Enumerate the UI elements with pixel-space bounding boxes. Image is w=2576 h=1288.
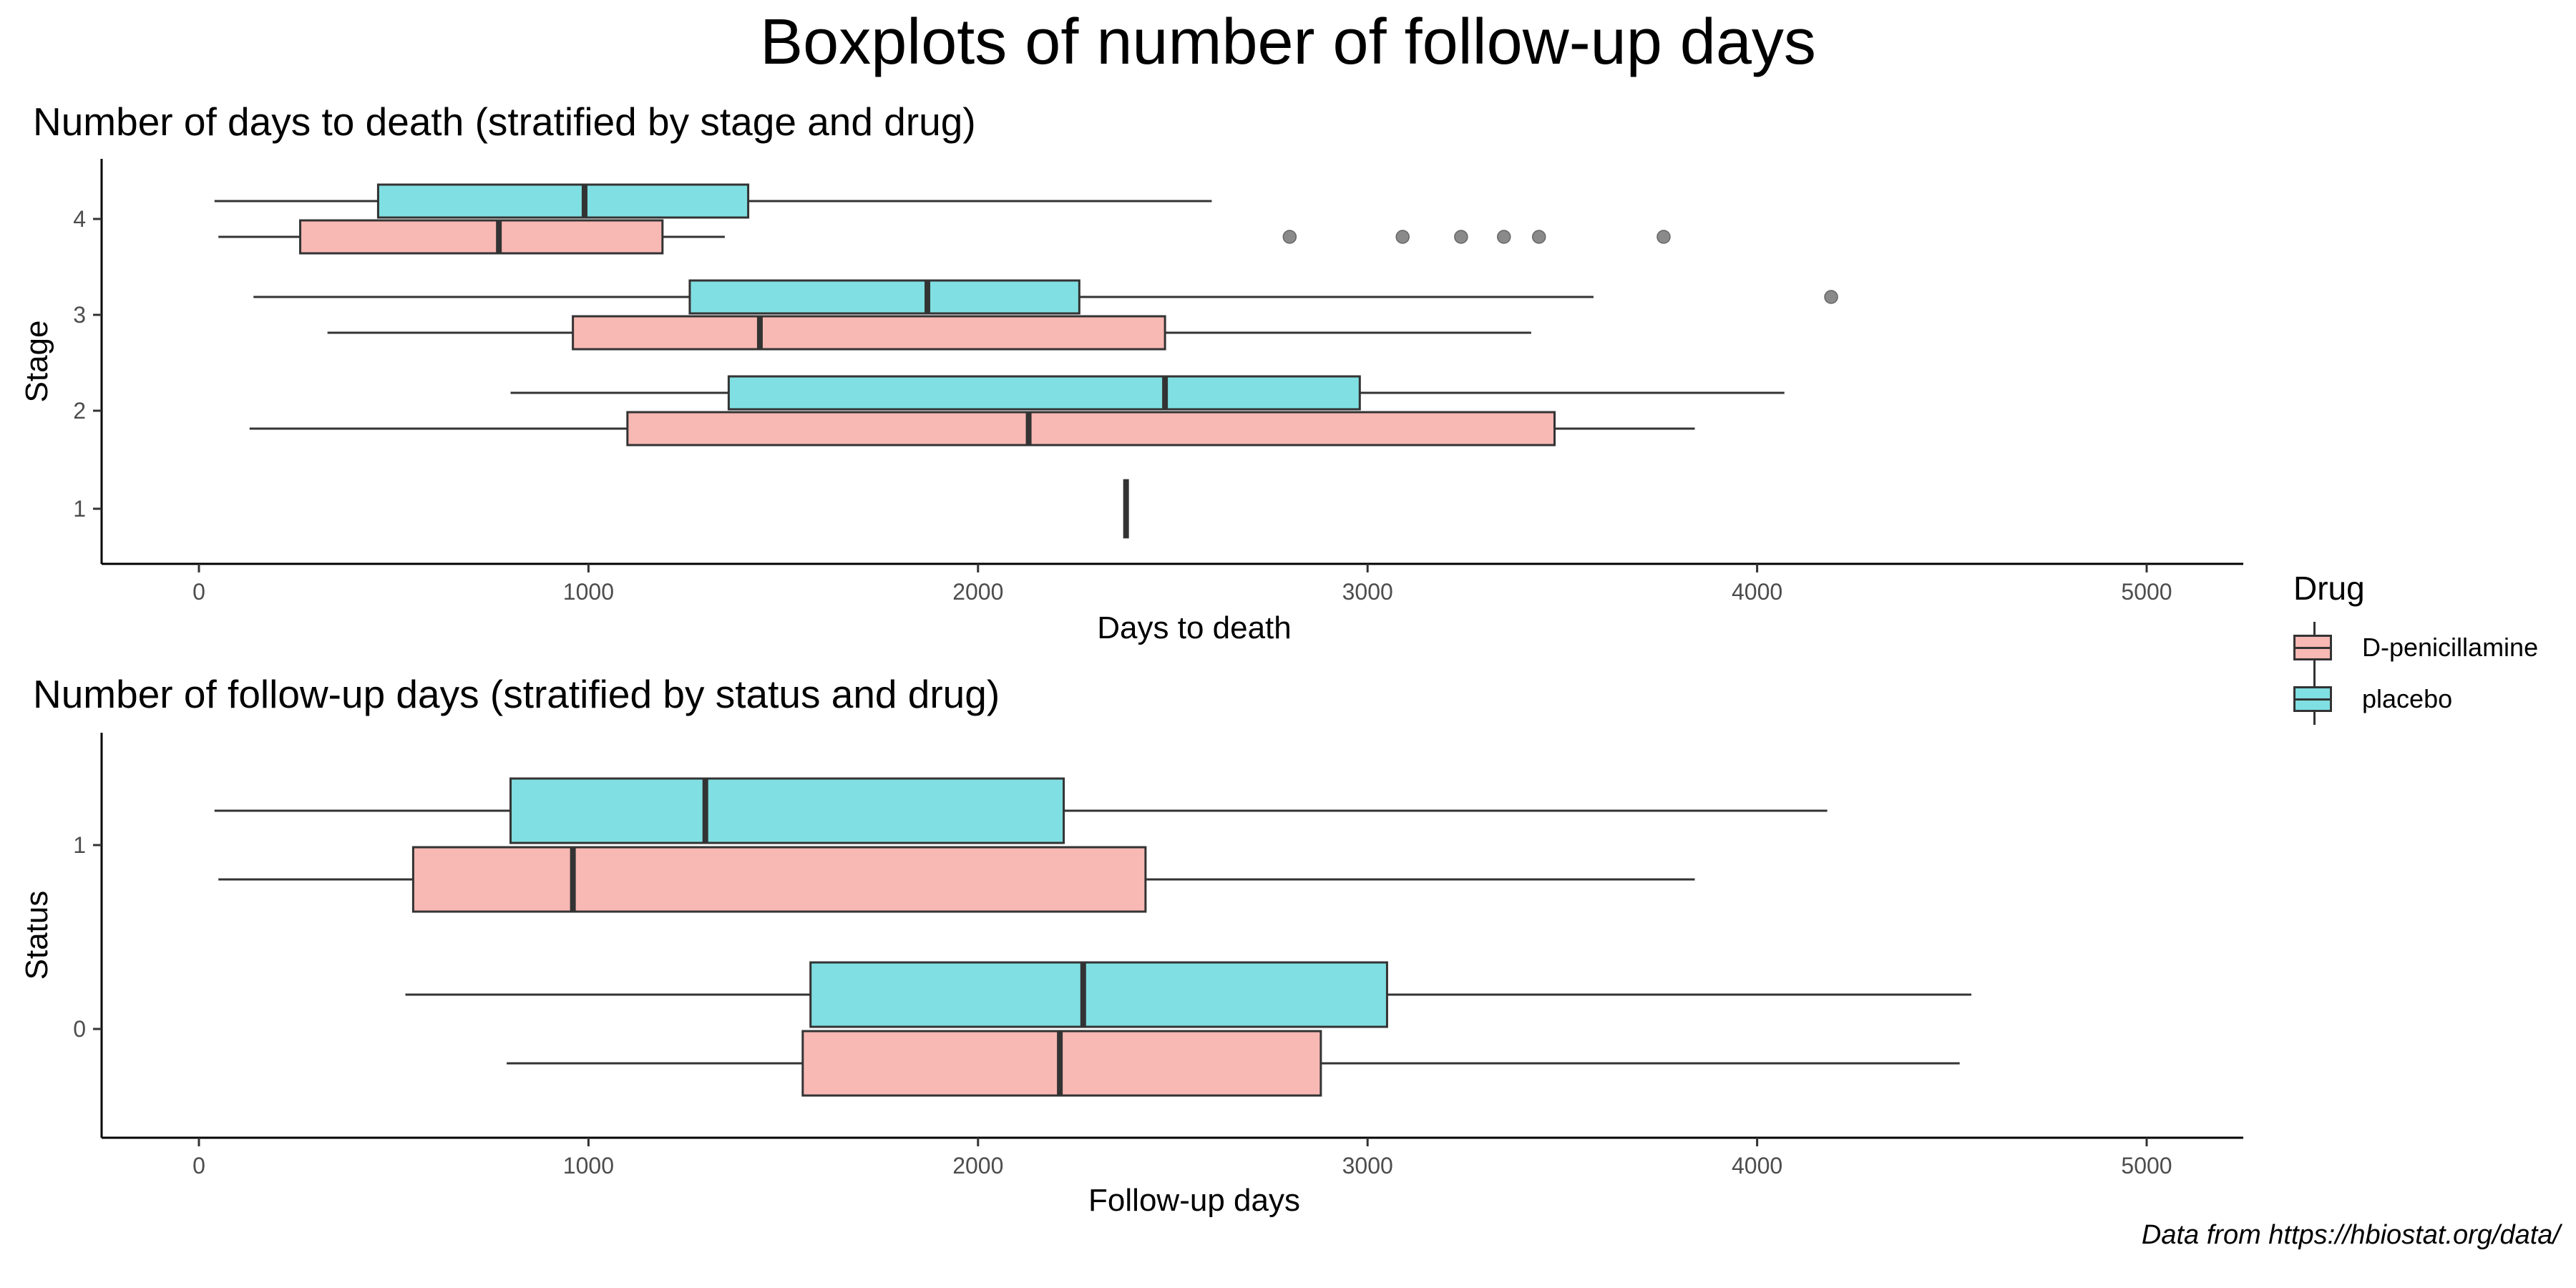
y-tick-label: 0 — [73, 1016, 86, 1042]
iqr-box — [727, 375, 1361, 411]
x-tick-label: 3000 — [1342, 1153, 1393, 1179]
y-axis-label: Stage — [19, 321, 54, 403]
x-tick-label: 0 — [192, 1153, 205, 1179]
x-tick-label: 1000 — [563, 1153, 614, 1179]
iqr-box — [411, 846, 1147, 913]
boxplot-d-penicillamine-1 — [218, 846, 1695, 913]
legend: Drug D-penicillamine placebo — [2293, 569, 2538, 725]
panel-2-title: Number of follow-up days (stratified by … — [33, 672, 1000, 716]
x-tick-label: 2000 — [952, 1153, 1003, 1179]
y-tick-label: 4 — [73, 206, 86, 232]
x-tick-label: 3000 — [1342, 579, 1393, 605]
boxplot-placebo-1 — [214, 777, 1828, 844]
legend-item-placebo: placebo — [2293, 673, 2538, 725]
x-tick-label: 4000 — [1732, 1153, 1782, 1179]
iqr-box — [688, 279, 1080, 315]
boxplot-placebo-3 — [253, 279, 1838, 315]
boxplot-d-penicillamine-0 — [507, 1030, 1960, 1097]
x-tick-label: 4000 — [1732, 579, 1782, 605]
outlier-point — [1454, 230, 1468, 244]
outlier-point — [1496, 230, 1511, 244]
iqr-box — [376, 183, 750, 219]
y-axis-label: Status — [19, 891, 54, 980]
boxplot-d-penicillamine-4 — [218, 219, 1671, 255]
x-axis-label: Follow-up days — [1088, 1183, 1300, 1218]
x-tick-label: 2000 — [952, 579, 1003, 605]
boxplot-placebo-2 — [510, 375, 1785, 411]
caption: Data from https://hbiostat.org/data/ — [2141, 1220, 2560, 1250]
boxplot-d-penicillamine-3 — [327, 315, 1531, 351]
x-axis-label: Days to death — [1097, 610, 1292, 645]
outlier-point — [1824, 290, 1838, 304]
iqr-box — [572, 315, 1166, 351]
x-tick-label: 0 — [192, 579, 205, 605]
legend-label-d-penicillamine: D-penicillamine — [2362, 633, 2539, 662]
iqr-box — [809, 961, 1388, 1028]
legend-key-placebo — [2293, 673, 2335, 725]
figure-title: Boxplots of number of follow-up days — [760, 6, 1816, 78]
legend-title: Drug — [2293, 570, 2365, 607]
x-tick-label: 5000 — [2121, 579, 2172, 605]
y-tick-label: 1 — [73, 496, 86, 522]
x-tick-label: 1000 — [563, 579, 614, 605]
iqr-box — [509, 777, 1065, 844]
x-tick-label: 5000 — [2121, 1153, 2172, 1179]
y-tick-label: 1 — [73, 832, 86, 858]
legend-item-d-penicillamine: D-penicillamine — [2293, 622, 2538, 673]
panel-1-title: Number of days to death (stratified by s… — [33, 99, 976, 144]
outlier-point — [1657, 230, 1671, 244]
outlier-point — [1395, 230, 1410, 244]
boxplot-placebo-4 — [214, 183, 1212, 219]
boxplot-placebo-0 — [405, 961, 1972, 1028]
y-tick-label: 3 — [73, 302, 86, 328]
y-tick-label: 2 — [73, 398, 86, 424]
iqr-box — [626, 411, 1556, 447]
legend-label-placebo: placebo — [2362, 684, 2453, 713]
boxplot-d-penicillamine-2 — [249, 411, 1695, 447]
outlier-point — [1531, 230, 1546, 244]
iqr-box — [299, 219, 664, 255]
outlier-point — [1282, 230, 1297, 244]
legend-key-d-penicillamine — [2293, 622, 2335, 673]
